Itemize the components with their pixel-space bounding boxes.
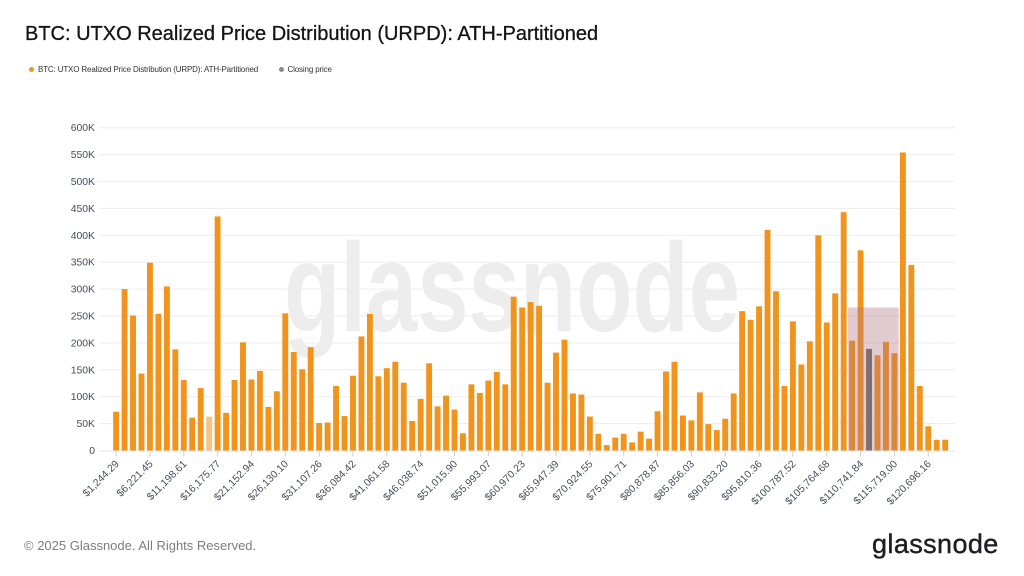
svg-text:400K: 400K [71, 231, 95, 242]
svg-text:550K: 550K [71, 150, 95, 161]
svg-text:600K: 600K [71, 123, 95, 134]
svg-text:50K: 50K [77, 419, 96, 430]
svg-text:200K: 200K [71, 338, 95, 349]
svg-text:350K: 350K [71, 258, 95, 269]
svg-text:250K: 250K [71, 312, 95, 323]
svg-text:500K: 500K [71, 177, 95, 188]
svg-text:0: 0 [89, 446, 95, 457]
svg-text:150K: 150K [71, 365, 95, 376]
svg-text:450K: 450K [71, 204, 95, 215]
svg-text:300K: 300K [71, 285, 95, 296]
svg-text:100K: 100K [71, 392, 95, 403]
